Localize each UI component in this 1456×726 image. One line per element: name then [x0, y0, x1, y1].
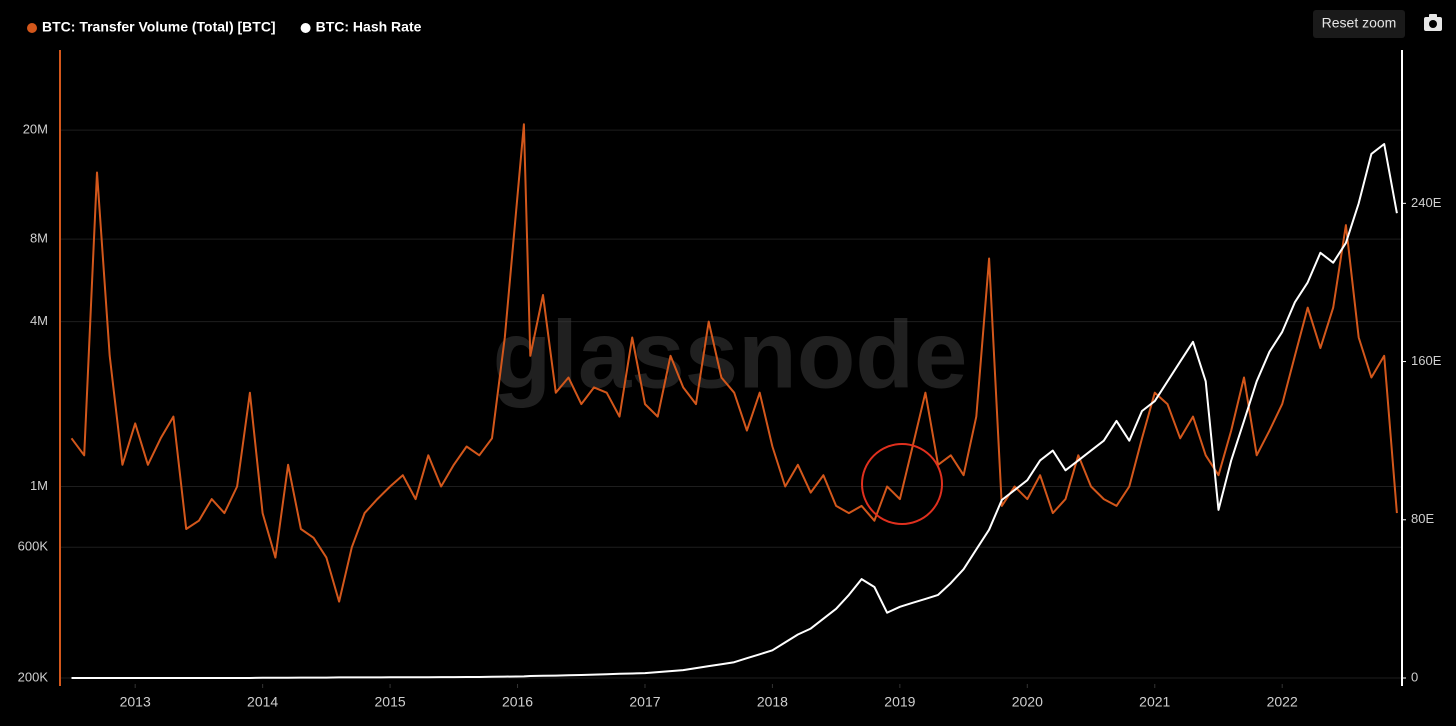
- legend: BTC: Transfer Volume (Total) [BTC] BTC: H…: [27, 19, 422, 35]
- camera-icon[interactable]: [1424, 14, 1442, 31]
- x-tick-label: 2019: [884, 694, 915, 710]
- x-tick-label: 2018: [757, 694, 788, 710]
- x-tick-label: 2013: [120, 694, 151, 710]
- reset-zoom-label[interactable]: Reset zoom: [1322, 15, 1397, 31]
- x-tick-label: 2016: [502, 694, 533, 710]
- highlight-circle: [861, 443, 943, 525]
- x-tick-label: 2017: [629, 694, 660, 710]
- legend-label: BTC: Hash Rate: [316, 19, 422, 35]
- legend-label: BTC: Transfer Volume (Total) [BTC]: [42, 19, 276, 35]
- y2-tick-label: 0: [1411, 669, 1418, 684]
- y-tick-label: 4M: [30, 313, 48, 328]
- y2-tick-label: 240E: [1411, 195, 1442, 210]
- y-tick-label: 1M: [30, 478, 48, 493]
- grid: [59, 50, 1406, 688]
- reset-zoom-button[interactable]: [1313, 10, 1405, 38]
- y-tick-label: 8M: [30, 231, 48, 246]
- y-tick-label: 600K: [18, 539, 49, 554]
- y-tick-label: 20M: [23, 122, 48, 137]
- series-line: [70, 123, 1398, 603]
- y2-tick-label: 160E: [1411, 353, 1442, 368]
- watermark: glassnode: [493, 301, 968, 408]
- series-line: [71, 143, 1398, 679]
- legend-marker: [300, 23, 311, 33]
- x-tick-label: 2020: [1012, 694, 1043, 710]
- camera-top[interactable]: [1429, 14, 1437, 18]
- y2-tick-label: 80E: [1411, 511, 1434, 526]
- x-tick-label: 2021: [1139, 694, 1170, 710]
- plot-area: [70, 123, 1398, 679]
- y-tick-label: 200K: [18, 669, 49, 684]
- x-tick-label: 2022: [1267, 694, 1298, 710]
- legend-marker: [27, 23, 37, 33]
- x-tick-label: 2014: [247, 694, 278, 710]
- camera-lens[interactable]: [1429, 20, 1437, 28]
- x-tick-label: 2015: [375, 694, 406, 710]
